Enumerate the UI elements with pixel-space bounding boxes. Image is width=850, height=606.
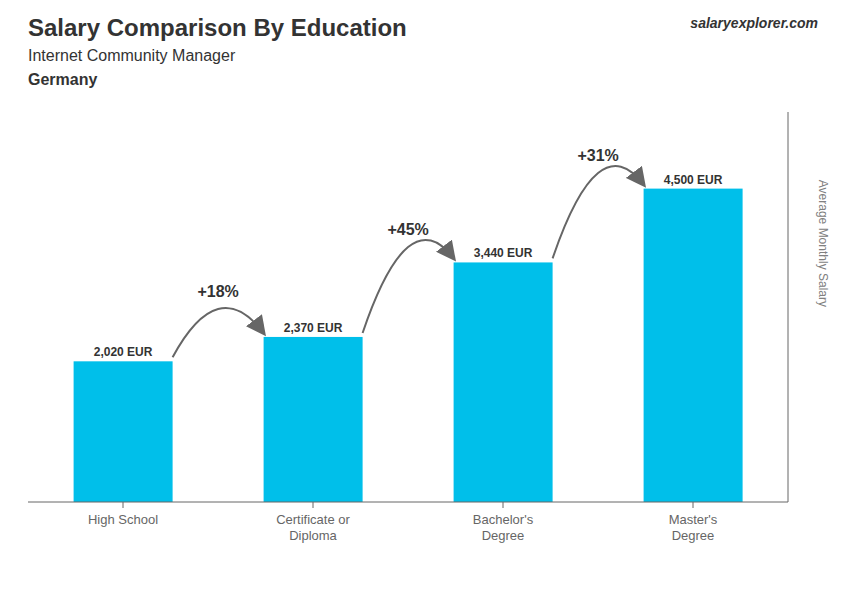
svg-text:2,020 EUR: 2,020 EUR bbox=[94, 345, 153, 359]
svg-text:Bachelor'sDegree: Bachelor'sDegree bbox=[473, 512, 534, 543]
html-text:Germany: Germany bbox=[28, 71, 98, 88]
html-text:salaryexplorer.com: salaryexplorer.com bbox=[690, 15, 818, 31]
svg-text:High School: High School bbox=[88, 512, 158, 527]
svg-text:3,440 EUR: 3,440 EUR bbox=[474, 246, 533, 260]
svg-text:4,500 EUR: 4,500 EUR bbox=[664, 173, 723, 187]
html-text:Internet Community Manager: Internet Community Manager bbox=[28, 47, 236, 64]
svg-text:+45%: +45% bbox=[387, 221, 428, 238]
svg-text:Average Monthly Salary: Average Monthly Salary bbox=[816, 180, 830, 307]
svg-text:Master'sDegree: Master'sDegree bbox=[669, 512, 718, 543]
svg-text:+31%: +31% bbox=[577, 147, 618, 164]
svg-text:+18%: +18% bbox=[197, 283, 238, 300]
svg-text:Certificate orDiploma: Certificate orDiploma bbox=[276, 512, 350, 543]
html-text:Salary Comparison By Education: Salary Comparison By Education bbox=[28, 14, 407, 41]
svg-text:2,370 EUR: 2,370 EUR bbox=[284, 321, 343, 335]
